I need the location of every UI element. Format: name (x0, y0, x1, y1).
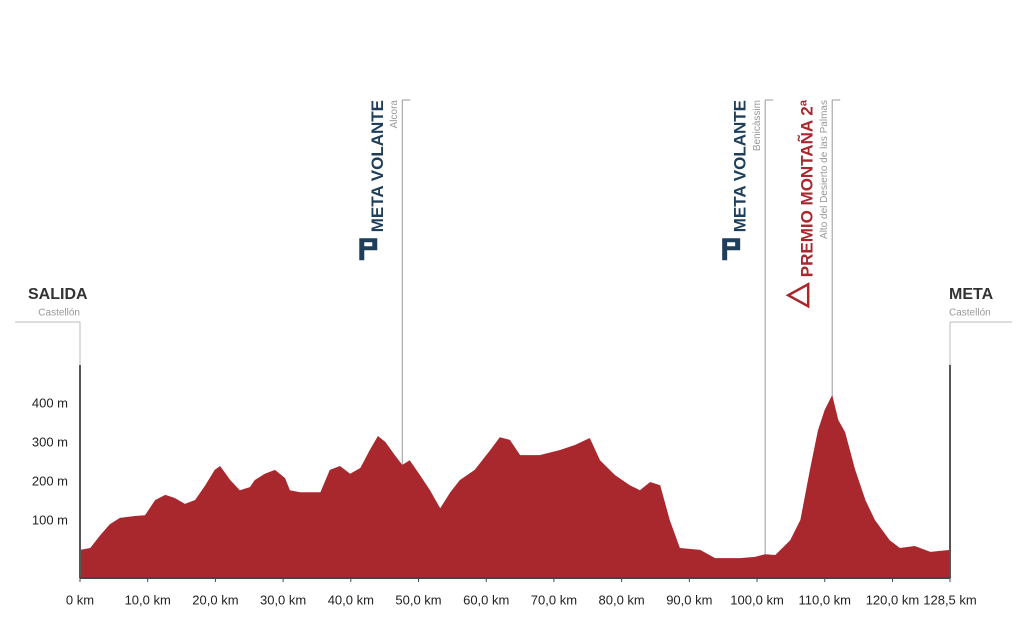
annotation-label: PREMIO MONTAÑA 2ª (797, 99, 817, 277)
y-tick-label: 400 m (32, 395, 68, 410)
x-tick-label: 10,0 km (125, 592, 171, 607)
y-tick-label: 100 m (32, 512, 68, 527)
mountain-icon (785, 282, 810, 309)
x-tick-label: 100,0 km (730, 592, 783, 607)
annotation-place: Benicàssim (752, 100, 763, 151)
x-tick-label: 80,0 km (599, 592, 645, 607)
start-place: Castellón (38, 308, 80, 319)
sprint-icon (359, 238, 378, 261)
annotation-place: Alcora (389, 100, 400, 129)
x-tick-label: 128,5 km (923, 592, 976, 607)
x-tick-label: 70,0 km (531, 592, 577, 607)
y-tick-label: 300 m (32, 434, 68, 449)
annotation-place: Alto del Desierto de las Palmas (819, 100, 830, 239)
y-tick-label: 200 m (32, 473, 68, 488)
x-tick-label: 0 km (66, 592, 94, 607)
x-tick-label: 20,0 km (192, 592, 238, 607)
elevation-area (80, 395, 950, 578)
x-tick-label: 30,0 km (260, 592, 306, 607)
finish-place: Castellón (949, 308, 991, 319)
annotation-label: META VOLANTE (368, 100, 387, 232)
x-tick-label: 110,0 km (798, 592, 851, 607)
finish-label: META (949, 286, 994, 303)
sprint-icon (722, 238, 741, 261)
x-tick-label: 90,0 km (666, 592, 712, 607)
x-tick-label: 40,0 km (328, 592, 374, 607)
annotation-label: META VOLANTE (731, 100, 750, 232)
x-tick-label: 120,0 km (866, 592, 919, 607)
x-tick-label: 50,0 km (395, 592, 441, 607)
x-tick-label: 60,0 km (463, 592, 509, 607)
start-label: SALIDA (28, 286, 88, 303)
